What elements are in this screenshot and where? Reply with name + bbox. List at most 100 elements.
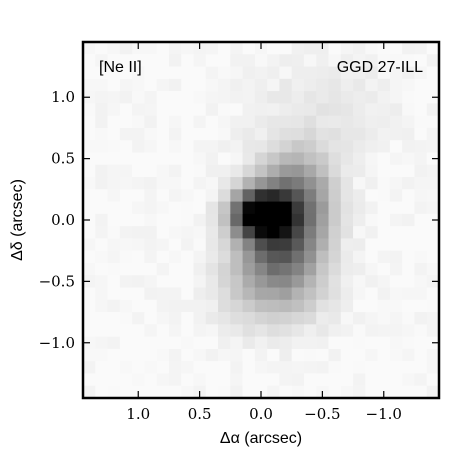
heatmap-cell <box>353 348 366 362</box>
heatmap-cell <box>426 299 440 313</box>
heatmap-cell <box>389 361 403 374</box>
heatmap-cell <box>377 336 391 350</box>
heatmap-cell <box>218 385 231 399</box>
heatmap-cell <box>267 250 280 264</box>
heatmap-cell <box>181 361 194 374</box>
heatmap-cell <box>83 226 96 239</box>
heatmap-cell <box>414 238 428 252</box>
heatmap-cell <box>83 262 96 276</box>
heatmap-cell <box>193 373 207 387</box>
heatmap-cell <box>132 287 145 301</box>
heatmap-cell <box>316 238 330 252</box>
heatmap-cell <box>353 66 366 80</box>
heatmap-cell <box>365 385 379 399</box>
heatmap-cell <box>119 373 133 387</box>
heatmap-cell <box>144 336 158 350</box>
heatmap-cell <box>95 336 109 350</box>
heatmap-cell <box>119 164 133 178</box>
heatmap-cell <box>254 127 268 141</box>
heatmap-cell <box>426 42 440 55</box>
heatmap-cell <box>254 238 268 252</box>
heatmap-cell <box>316 54 330 68</box>
heatmap-cell <box>291 213 305 227</box>
heatmap-cell <box>365 287 379 301</box>
heatmap-cell <box>353 127 366 141</box>
heatmap-cell <box>132 66 145 80</box>
heatmap-cell <box>119 201 133 215</box>
heatmap-cell <box>119 213 133 227</box>
heatmap-cell <box>426 250 440 264</box>
heatmap-cell <box>353 177 366 190</box>
heatmap-cell <box>328 299 342 313</box>
heatmap-cell <box>254 226 268 239</box>
heatmap-cell <box>132 226 145 239</box>
heatmap-cell <box>414 164 428 178</box>
heatmap-cell <box>402 348 415 362</box>
heatmap-cell <box>254 164 268 178</box>
heatmap-cell <box>107 336 121 350</box>
heatmap-cell <box>316 226 330 239</box>
heatmap-cell <box>119 361 133 374</box>
heatmap-cell <box>205 66 219 80</box>
heatmap-cell <box>303 213 317 227</box>
heatmap-cell <box>328 324 342 338</box>
heatmap-cell <box>328 189 342 203</box>
heatmap-cell <box>377 275 391 289</box>
heatmap-cell <box>168 226 182 239</box>
heatmap-cell <box>377 226 391 239</box>
heatmap-cell <box>168 177 182 190</box>
heatmap-cell <box>144 78 158 92</box>
heatmap-cell <box>168 287 182 301</box>
heatmap-cell <box>205 385 219 399</box>
heatmap-cell <box>389 226 403 239</box>
heatmap-cell <box>119 127 133 141</box>
heatmap-cell <box>267 127 280 141</box>
heatmap-cell <box>181 275 194 289</box>
heatmap-cell <box>218 201 231 215</box>
heatmap-cell <box>365 115 379 129</box>
heatmap-cell <box>132 213 145 227</box>
heatmap-cell <box>291 140 305 153</box>
heatmap-cell <box>414 152 428 166</box>
heatmap-cell <box>316 103 330 117</box>
heatmap-cell <box>218 348 231 362</box>
heatmap-cell <box>340 361 354 374</box>
heatmap-cell <box>377 140 391 153</box>
heatmap-cell <box>95 262 109 276</box>
heatmap-cell <box>291 287 305 301</box>
heatmap-cell <box>328 213 342 227</box>
heatmap-cell <box>205 373 219 387</box>
heatmap-cell <box>144 152 158 166</box>
heatmap-cell <box>353 250 366 264</box>
heatmap-cell <box>254 177 268 190</box>
heatmap-cell <box>107 287 121 301</box>
heatmap-cell <box>181 177 194 190</box>
heatmap-cell <box>83 103 96 117</box>
heatmap-cell <box>328 54 342 68</box>
heatmap-cell <box>132 103 145 117</box>
heatmap-cell <box>414 324 428 338</box>
heatmap-cell <box>107 54 121 68</box>
heatmap-cell <box>242 373 256 387</box>
heatmap-cell <box>218 312 231 325</box>
heatmap-cell <box>230 373 244 387</box>
heatmap-cell <box>168 201 182 215</box>
heatmap-cell <box>230 275 244 289</box>
heatmap-cell <box>402 213 415 227</box>
heatmap-cell <box>218 177 231 190</box>
heatmap-cell <box>230 189 244 203</box>
heatmap-cell <box>267 66 280 80</box>
heatmap-cell <box>254 336 268 350</box>
heatmap-cell <box>303 226 317 239</box>
heatmap-cell <box>132 262 145 276</box>
heatmap-cell <box>242 385 256 399</box>
heatmap-cell <box>95 115 109 129</box>
heatmap-cell <box>132 361 145 374</box>
heatmap-cell <box>144 226 158 239</box>
heatmap-cell <box>168 54 182 68</box>
heatmap-cell <box>156 103 170 117</box>
heatmap-cell <box>242 275 256 289</box>
heatmap-cell <box>156 238 170 252</box>
heatmap-cell <box>389 336 403 350</box>
heatmap-cell <box>205 336 219 350</box>
